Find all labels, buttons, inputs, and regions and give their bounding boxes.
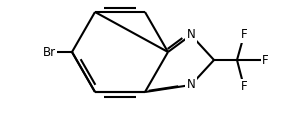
Text: N: N [187, 29, 195, 42]
Text: F: F [262, 53, 268, 67]
Text: Br: Br [42, 45, 56, 58]
Text: F: F [241, 80, 247, 94]
Text: F: F [241, 29, 247, 42]
Text: N: N [187, 79, 195, 91]
